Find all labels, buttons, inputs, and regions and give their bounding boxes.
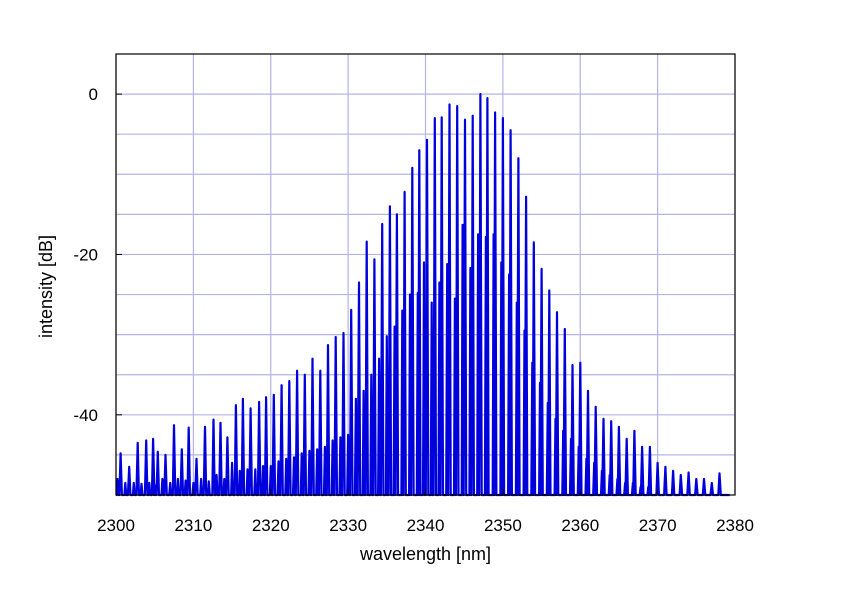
x-tick-label: 2340 bbox=[407, 516, 445, 535]
x-axis-label: wavelength [nm] bbox=[359, 544, 491, 564]
y-tick-label: -20 bbox=[73, 245, 98, 264]
x-tick-label: 2360 bbox=[561, 516, 599, 535]
x-tick-label: 2380 bbox=[716, 516, 754, 535]
x-tick-label: 2320 bbox=[252, 516, 290, 535]
y-axis: 0 -20 -40 bbox=[73, 85, 122, 425]
y-tick-label: -40 bbox=[73, 406, 98, 425]
y-tick-label: 0 bbox=[89, 85, 98, 104]
x-tick-label: 2310 bbox=[174, 516, 212, 535]
x-tick-label: 2300 bbox=[97, 516, 135, 535]
x-tick-label: 2350 bbox=[484, 516, 522, 535]
x-axis: 2300 2310 2320 2330 2340 2350 2360 2370 2380 bbox=[97, 489, 754, 535]
y-axis-label: intensity [dB] bbox=[36, 235, 56, 338]
x-tick-label: 2330 bbox=[329, 516, 367, 535]
series-line-spectrum bbox=[115, 93, 730, 497]
x-tick-label: 2370 bbox=[639, 516, 677, 535]
